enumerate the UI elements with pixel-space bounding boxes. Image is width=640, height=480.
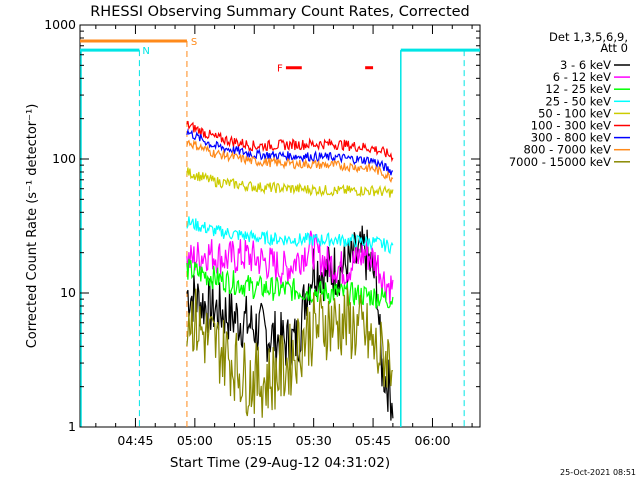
night-flag-label: N	[142, 46, 149, 57]
legend-subtitle: Att 0	[600, 41, 628, 55]
legend-entry-label: 6 - 12 keV	[553, 70, 611, 84]
x-tick-label: 05:30	[296, 433, 332, 448]
axes-layer: 1 10 100 1000 04:45 05:00 05:15 05:30 05:45 06:00	[44, 17, 480, 448]
series-line-7	[186, 139, 394, 183]
legend-title: Det 1,3,5,6,9,	[549, 30, 628, 44]
x-tick-label: 05:15	[236, 433, 272, 448]
series-line-5	[186, 120, 394, 163]
legend-entry-label: 12 - 25 keV	[545, 82, 611, 96]
series-line-3	[186, 216, 394, 255]
series-line-4	[186, 167, 394, 198]
y-tick-label: 100	[52, 151, 76, 166]
x-tick-label: 06:00	[414, 433, 450, 448]
series-line-8	[186, 287, 394, 418]
x-tick-label: 04:45	[117, 433, 153, 448]
series-line-0	[186, 225, 394, 421]
legend-entry-label: 300 - 800 keV	[531, 131, 611, 145]
legend-entry-label: 25 - 50 keV	[545, 94, 611, 108]
legend-entry-label: 3 - 6 keV	[560, 58, 611, 72]
saa-flag-label: S	[191, 37, 197, 48]
plot-frame	[79, 24, 481, 428]
series-line-6	[186, 128, 394, 176]
flare-flag-label: F	[277, 64, 283, 75]
legend-entry-label: 800 - 7000 keV	[523, 143, 611, 157]
x-tick-label: 05:45	[355, 433, 391, 448]
y-tick-label: 1	[68, 419, 76, 434]
y-tick-label: 1000	[44, 17, 76, 32]
flag-layer: N S F	[80, 37, 480, 427]
x-axis-label: Start Time (29-Aug-12 04:31:02)	[170, 455, 390, 471]
x-tick-label: 05:00	[177, 433, 213, 448]
y-axis-label: Corrected Count Rate (s⁻¹ detector⁻¹)	[25, 104, 40, 349]
legend-entry-label: 100 - 300 keV	[531, 119, 611, 133]
y-tick-label: 10	[60, 285, 76, 300]
series-layer	[186, 120, 394, 421]
legend-entry-label: 50 - 100 keV	[538, 106, 611, 120]
footer-date: 25-Oct-2021 08:51	[560, 468, 636, 477]
legend-entry-label: 7000 - 15000 keV	[509, 155, 611, 169]
series-line-1	[186, 230, 394, 304]
chart-title: RHESSI Observing Summary Count Rates, Co…	[90, 4, 470, 20]
series-line-2	[186, 258, 394, 309]
